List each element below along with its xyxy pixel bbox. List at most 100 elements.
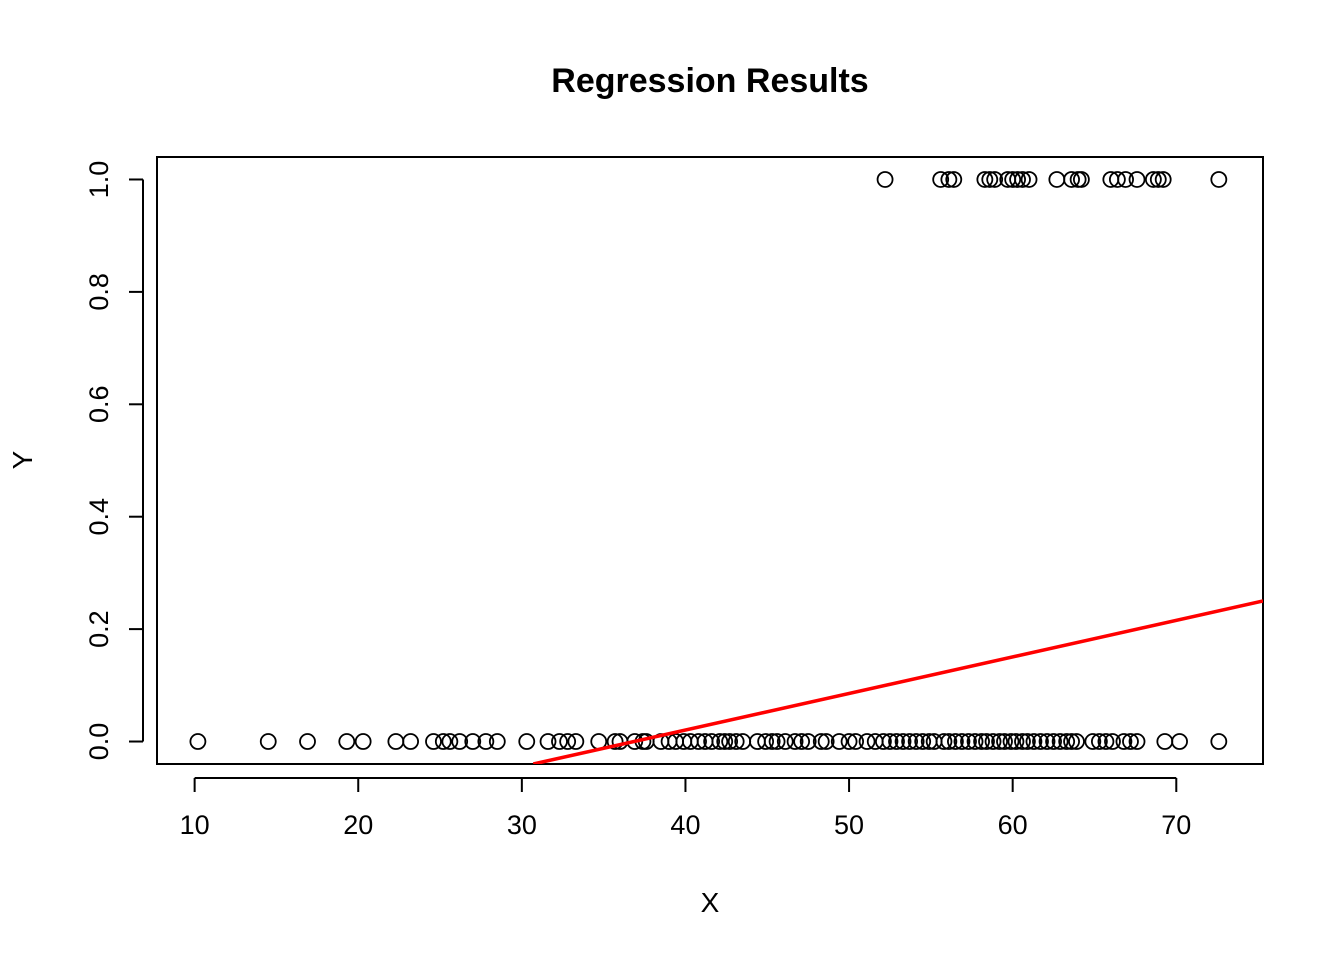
fit-line-group: [532, 599, 1263, 764]
data-point: [840, 733, 858, 750]
data-point: [1025, 733, 1043, 750]
data-point: [996, 733, 1013, 750]
regression-line: [532, 599, 1263, 764]
data-point: [259, 733, 277, 750]
data-point: [914, 733, 932, 750]
data-point: [1007, 733, 1025, 750]
data-point: [1048, 171, 1066, 188]
data-point: [763, 733, 781, 750]
data-point: [894, 733, 912, 750]
data-point: [768, 733, 786, 750]
data-point: [711, 733, 729, 750]
data-point: [881, 733, 899, 750]
data-point: [947, 733, 964, 750]
data-point: [441, 733, 459, 750]
data-point: [1104, 733, 1121, 750]
data-point: [786, 733, 804, 750]
data-point: [978, 733, 995, 750]
data-point: [776, 733, 794, 750]
data-point: [817, 733, 835, 750]
data-point: [539, 733, 557, 750]
data-point: [1058, 733, 1076, 750]
data-point: [1156, 733, 1174, 750]
y-axis-label: Y: [7, 450, 38, 469]
data-point: [338, 733, 356, 750]
data-point: [1032, 733, 1049, 750]
data-point: [991, 733, 1008, 750]
y-tick-label: 0.6: [84, 386, 114, 424]
data-point: [793, 733, 811, 750]
chart-title: Regression Results: [551, 62, 868, 100]
data-point: [1115, 733, 1133, 750]
data-point: [875, 733, 892, 750]
data-points: [189, 171, 1228, 750]
data-point: [451, 733, 469, 750]
data-point: [940, 733, 958, 750]
data-point: [727, 733, 745, 750]
x-tick-label: 60: [998, 810, 1028, 840]
y-tick-label: 0.0: [84, 723, 114, 761]
data-point: [1068, 733, 1085, 750]
y-tick-label: 0.8: [84, 273, 114, 311]
data-point: [1108, 171, 1126, 188]
data-point: [1045, 733, 1062, 750]
data-point: [757, 733, 775, 750]
data-point: [1097, 733, 1115, 750]
data-point: [721, 733, 739, 750]
data-point: [984, 733, 1002, 750]
data-point: [812, 733, 830, 750]
data-point: [945, 171, 963, 188]
data-point: [387, 733, 405, 750]
data-point: [425, 733, 442, 750]
y-tick-label: 0.4: [84, 498, 114, 536]
data-point: [464, 733, 482, 750]
y-tick-label: 0.2: [84, 610, 114, 648]
data-point: [1063, 733, 1080, 750]
data-point: [981, 171, 999, 188]
data-point: [935, 733, 953, 750]
plot-frame: [156, 156, 1264, 765]
data-point: [1128, 733, 1146, 750]
data-point: [1038, 733, 1056, 750]
data-point: [847, 733, 865, 750]
data-point: [1171, 733, 1188, 750]
data-point: [1072, 171, 1090, 188]
data-point: [1002, 733, 1020, 750]
data-point: [932, 171, 950, 188]
data-point: [1004, 171, 1022, 188]
data-point: [976, 171, 994, 188]
data-point: [606, 733, 624, 750]
data-point: [1090, 733, 1108, 750]
data-point: [477, 733, 495, 750]
data-point: [876, 171, 894, 188]
data-point: [960, 733, 977, 750]
x-tick-label: 20: [343, 810, 373, 840]
data-point: [1051, 733, 1069, 750]
data-point: [1154, 171, 1172, 188]
data-point: [703, 733, 721, 750]
data-point: [799, 733, 817, 750]
data-point: [1117, 171, 1134, 188]
data-point: [354, 733, 372, 750]
data-point: [716, 733, 734, 750]
x-axis-label: X: [701, 887, 720, 918]
data-point: [966, 733, 984, 750]
x-tick-label: 40: [670, 810, 700, 840]
x-tick-label: 70: [1161, 810, 1191, 840]
data-point: [1014, 171, 1031, 188]
data-point: [1084, 733, 1102, 750]
data-point: [299, 733, 316, 750]
data-point: [1009, 171, 1026, 188]
data-point: [1122, 733, 1139, 750]
data-point: [1063, 171, 1080, 188]
data-point: [888, 733, 905, 750]
data-point: [1019, 733, 1036, 750]
x-tick-label: 10: [180, 810, 210, 840]
x-axis: 10 20 30 40 50 60 70: [180, 777, 1191, 840]
data-point: [567, 733, 585, 750]
data-point: [986, 171, 1004, 188]
data-point: [1149, 171, 1167, 188]
data-point: [907, 733, 925, 750]
data-point: [940, 171, 958, 188]
data-point: [518, 733, 536, 750]
